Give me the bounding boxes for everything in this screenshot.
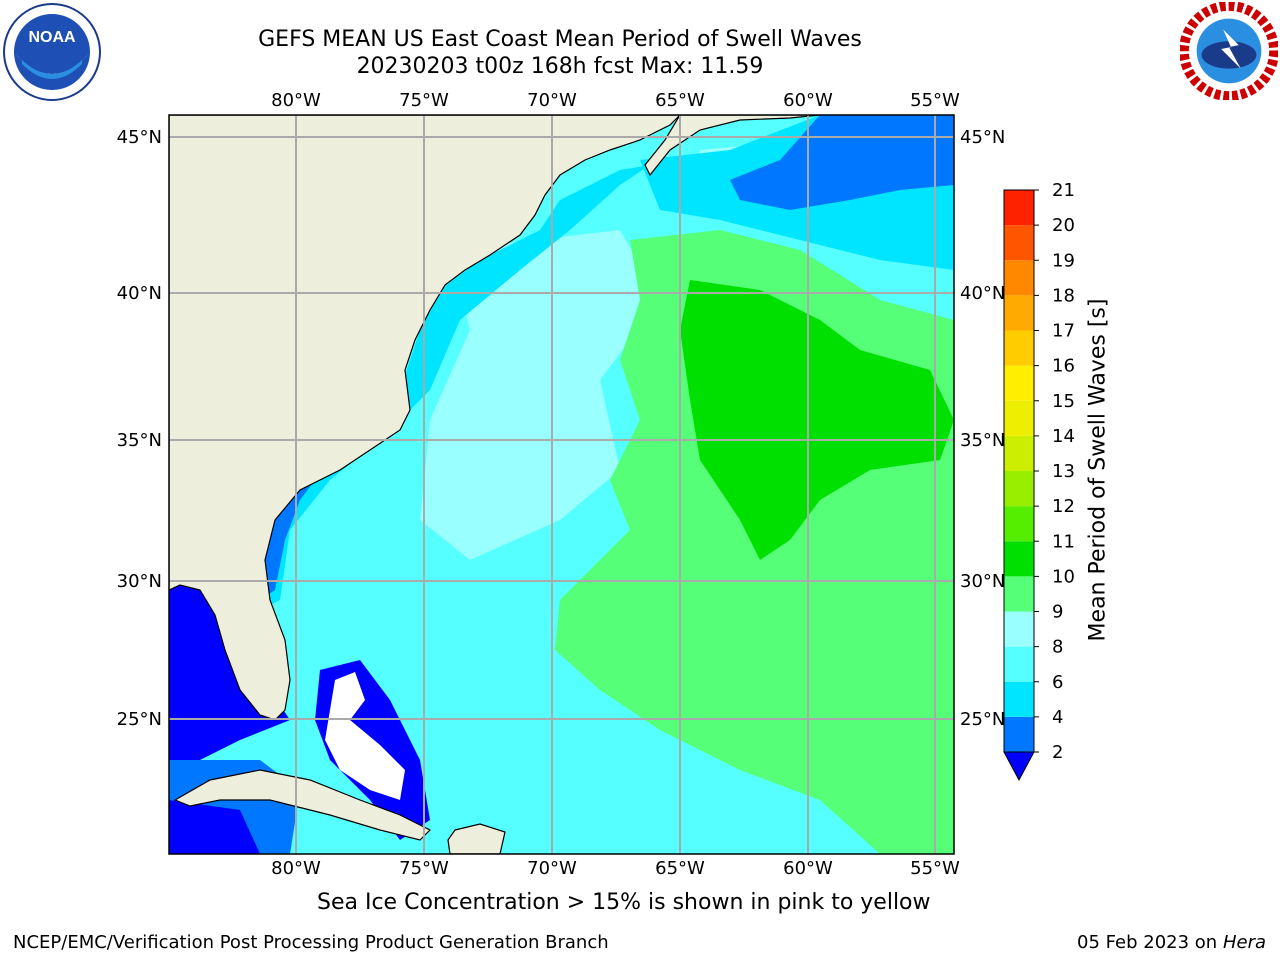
chart-title: GEFS MEAN US East Coast Mean Period of S… (258, 27, 862, 52)
colorbar-segment (1004, 190, 1034, 226)
colorbar-tick-label: 20 (1052, 215, 1075, 236)
lon-label-bottom-70: 70°W (527, 858, 577, 879)
map-frame (168, 114, 955, 855)
colorbar-tick-label: 2 (1052, 742, 1063, 763)
sea-ice-note: Sea Ice Concentration > 15% is shown in … (317, 890, 931, 915)
footer-date-text: 05 Feb 2023 on (1077, 932, 1218, 953)
colorbar-segment (1004, 260, 1034, 296)
colorbar-segment (1004, 681, 1034, 717)
colorbar-tick-label: 18 (1052, 285, 1075, 306)
colorbar-tick-label: 14 (1052, 426, 1075, 447)
chart-subtitle: 20230203 t00z 168h fcst Max: 11.59 (356, 54, 764, 79)
footer-branch: NCEP/EMC/Verification Post Processing Pr… (13, 932, 609, 953)
colorbar-tick-label: 21 (1052, 180, 1075, 201)
colorbar (1003, 189, 1039, 782)
lon-label-top-80: 80°W (271, 90, 321, 111)
lon-labels-bottom: 80°W 75°W 70°W 65°W 60°W 55°W (271, 858, 960, 879)
colorbar-segment (1004, 716, 1034, 752)
swell-8-9-zone (420, 230, 660, 560)
lat-label-right-40: 40°N (960, 283, 1005, 304)
colorbar-tick-label: 9 (1052, 602, 1063, 623)
lat-label-left-35: 35°N (117, 430, 162, 451)
colorbar-segment (1004, 471, 1034, 507)
noaa-logo: NOAA (3, 3, 101, 101)
swell-10-11-zone (680, 280, 954, 560)
colorbar-tick-label: 6 (1052, 672, 1063, 693)
colorbar-segment (1004, 295, 1034, 331)
lon-labels-top: 80°W 75°W 70°W 65°W 60°W 55°W (271, 90, 960, 111)
lon-label-top-65: 65°W (655, 90, 705, 111)
lon-label-bottom-65: 65°W (655, 858, 705, 879)
land-nova-scotia (644, 115, 821, 177)
colorbar-segment (1004, 541, 1034, 577)
colorbar-segment (1004, 506, 1034, 542)
colorbar-segment (1004, 435, 1034, 471)
colorbar-tick-label: 8 (1052, 637, 1063, 658)
colorbar-segment (1004, 576, 1034, 612)
colorbar-under-arrow (1003, 751, 1035, 782)
carib-deep-blue (169, 800, 260, 854)
colorbar-labels: 2 4 6 8 9 10 11 12 13 14 15 16 17 18 19 20 21 (1052, 180, 1075, 763)
footer-date: 05 Feb 2023 on Hera (1077, 932, 1266, 953)
colorbar-title: Mean Period of Swell Waves [s] (1085, 298, 1111, 642)
lat-label-left-40: 40°N (117, 283, 162, 304)
colorbar-tick-label: 11 (1052, 531, 1075, 552)
bahamas-white (325, 672, 405, 800)
lat-label-left-45: 45°N (117, 127, 162, 148)
lat-label-left-25: 25°N (117, 709, 162, 730)
land-hispaniola (447, 823, 506, 854)
colorbar-tick-label: 19 (1052, 250, 1075, 271)
lon-label-bottom-60: 60°W (783, 858, 833, 879)
lon-label-bottom-75: 75°W (399, 858, 449, 879)
noaa-logo-text: NOAA (28, 29, 76, 46)
lat-label-right-45: 45°N (960, 127, 1005, 148)
lat-label-left-30: 30°N (117, 571, 162, 592)
colorbar-tick-label: 13 (1052, 461, 1075, 482)
nws-logo (1180, 2, 1278, 100)
lon-label-top-75: 75°W (399, 90, 449, 111)
lon-label-bottom-55: 55°W (910, 858, 960, 879)
colorbar-tick-label: 15 (1052, 391, 1075, 412)
lat-label-right-25: 25°N (960, 709, 1005, 730)
lat-label-right-35: 35°N (960, 430, 1005, 451)
colorbar-segment (1004, 646, 1034, 682)
lon-label-top-70: 70°W (527, 90, 577, 111)
colorbar-segment (1004, 400, 1034, 436)
footer-host: Hera (1222, 932, 1266, 953)
lat-labels-left: 45°N 40°N 35°N 30°N 25°N (117, 127, 162, 730)
lon-label-top-55: 55°W (910, 90, 960, 111)
lon-label-bottom-80: 80°W (271, 858, 321, 879)
colorbar-tick-label: 17 (1052, 321, 1075, 342)
lat-label-right-30: 30°N (960, 571, 1005, 592)
colorbar-tick-label: 16 (1052, 356, 1075, 377)
colorbar-tick-label: 10 (1052, 566, 1075, 587)
map-plot-area (169, 115, 954, 854)
colorbar-segment (1004, 365, 1034, 401)
swell-2-4-north (730, 115, 954, 210)
lon-label-top-60: 60°W (783, 90, 833, 111)
colorbar-tick-label: 4 (1052, 707, 1063, 728)
grid-lines (169, 115, 954, 854)
colorbar-tick-label: 12 (1052, 496, 1075, 517)
colorbar-segment (1004, 611, 1034, 647)
colorbar-segment (1004, 330, 1034, 366)
lat-labels-right: 45°N 40°N 35°N 30°N 25°N (960, 127, 1005, 730)
colorbar-segment (1004, 225, 1034, 261)
